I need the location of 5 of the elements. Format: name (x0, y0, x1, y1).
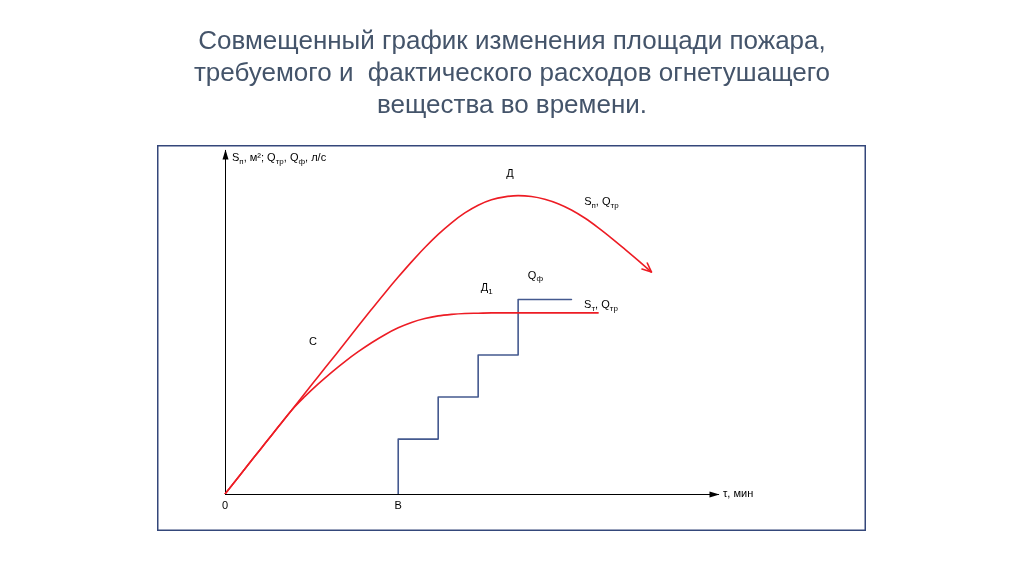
chart-title: Совмещенный график изменения площади пожара, требуемого и фактического расходов огнетушащего вещества во времени. (192, 24, 832, 120)
text: Д (506, 167, 515, 180)
x-tick-label: В (394, 498, 402, 511)
x-tick-label: 0 (221, 498, 229, 511)
x-axis-title: τ, мин (723, 487, 754, 500)
